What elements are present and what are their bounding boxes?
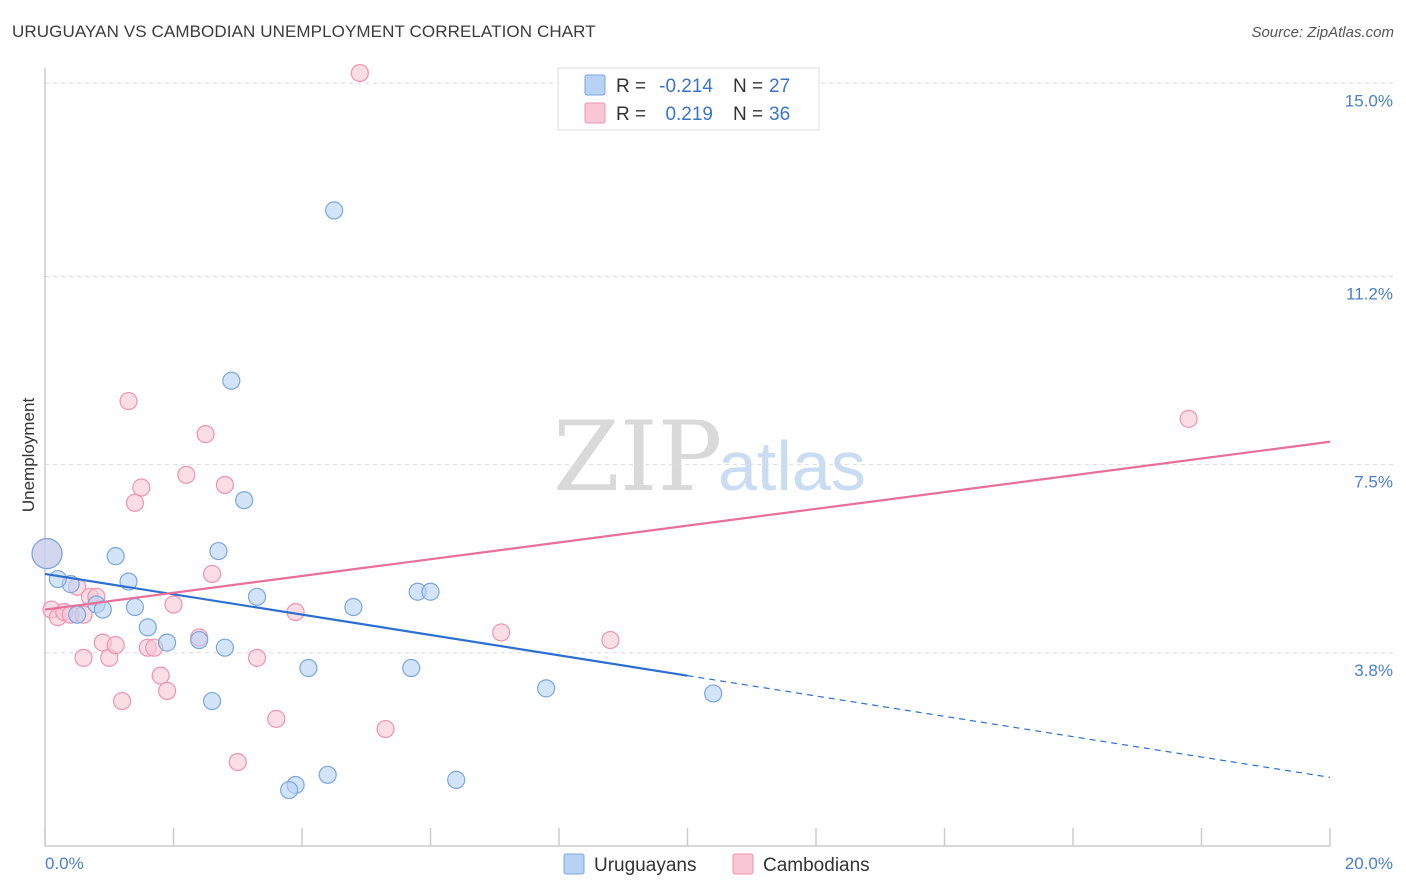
x-tick-label-max: 20.0% (1345, 854, 1393, 873)
watermark-zip: ZIP (553, 401, 722, 513)
cambodian-point (350, 63, 369, 83)
cambodian-point (132, 478, 151, 497)
cambodian-point (267, 709, 286, 728)
legend-cambodians-label: Cambodians (763, 855, 870, 876)
uruguayan-point (215, 638, 234, 657)
cambodians-points (31, 63, 1198, 772)
uruguayan-point (537, 679, 556, 698)
cambodian-point (228, 752, 247, 772)
uruguayans-trend-line (44, 572, 688, 677)
cambodian-point (376, 719, 395, 739)
x-tick-marks (44, 828, 1331, 846)
series-legend: Uruguayans Cambodians (563, 853, 870, 876)
watermark-atlas: atlas (718, 427, 866, 505)
uruguayan-point (209, 541, 228, 561)
cambodians-n-label: N = (733, 104, 763, 125)
uruguayan-point (318, 765, 337, 784)
uruguayan-point (68, 605, 87, 624)
uruguayan-point (125, 597, 145, 617)
uruguayans-r-value: -0.214 (659, 76, 713, 97)
y-tick-label: 11.2% (1346, 284, 1393, 303)
cambodian-point (106, 636, 125, 655)
cambodian-point (119, 391, 138, 411)
uruguayan-point (325, 201, 344, 220)
cambodian-point (112, 691, 132, 711)
uruguayan-point (138, 618, 157, 637)
y-tick-label: 7.5% (1354, 473, 1393, 492)
uruguayan-point (48, 569, 67, 589)
y-tick-label: 15.0% (1345, 91, 1393, 110)
legend-uruguayans-label: Uruguayans (594, 855, 696, 876)
uruguayan-point (190, 630, 209, 650)
source-credit: Source: ZipAtlas.com (1251, 24, 1394, 41)
cambodian-point (247, 648, 267, 667)
uruguayan-point (106, 547, 125, 566)
uruguayan-point (421, 582, 440, 601)
cambodian-point (196, 425, 215, 444)
cambodian-point (164, 595, 183, 614)
cambodian-point (177, 465, 196, 484)
cambodians-r-label: R = (616, 104, 646, 125)
cambodians-trend-line (44, 440, 1331, 611)
uruguayan-point (344, 597, 363, 617)
uruguayan-point (447, 770, 466, 789)
cambodian-point (157, 681, 177, 701)
uruguayans-n-label: N = (733, 76, 763, 97)
uruguayan-point (247, 587, 267, 606)
chart-title: URUGUAYAN VS CAMBODIAN UNEMPLOYMENT CORR… (12, 22, 596, 41)
uruguayan-point (235, 491, 254, 510)
grid (45, 82, 1395, 654)
uruguayans-n-value: 27 (769, 76, 790, 97)
trend-lines (44, 440, 1331, 778)
uruguayan-point (157, 633, 177, 652)
cambodians-swatch (584, 102, 606, 124)
legend-cambodians-swatch (732, 853, 754, 875)
cambodian-point (215, 475, 234, 495)
cambodian-point (601, 630, 620, 650)
cambodian-point (202, 564, 222, 584)
uruguayans-swatch (584, 74, 606, 96)
uruguayan-point (202, 691, 222, 711)
uruguayans-r-label: R = (616, 76, 646, 97)
cambodian-point (125, 493, 145, 512)
uruguayan-point (222, 371, 241, 390)
x-tick-label-min: 0.0% (45, 854, 84, 873)
uruguayan-point (280, 780, 299, 800)
uruguayan-point (402, 658, 421, 678)
stats-legend: R = -0.214 N = 27 R = 0.219 N = 36 (557, 67, 820, 131)
legend-uruguayans-swatch (563, 853, 585, 875)
uruguayan-point (31, 538, 63, 570)
uruguayan-point (704, 684, 723, 703)
cambodian-point (151, 666, 170, 685)
y-tick-label: 3.8% (1354, 661, 1393, 680)
y-axis-title: Unemployment (19, 398, 38, 513)
cambodian-point (74, 648, 93, 667)
cambodian-point (1179, 409, 1198, 428)
uruguayan-point (299, 658, 318, 678)
cambodians-r-value: 0.219 (665, 104, 713, 125)
cambodians-n-value: 36 (769, 104, 790, 125)
y-tick-labels: 3.8% 7.5% 11.2% 15.0% (1345, 91, 1393, 680)
uruguayans-trend-extension (687, 675, 1331, 778)
cambodian-point (492, 623, 511, 642)
